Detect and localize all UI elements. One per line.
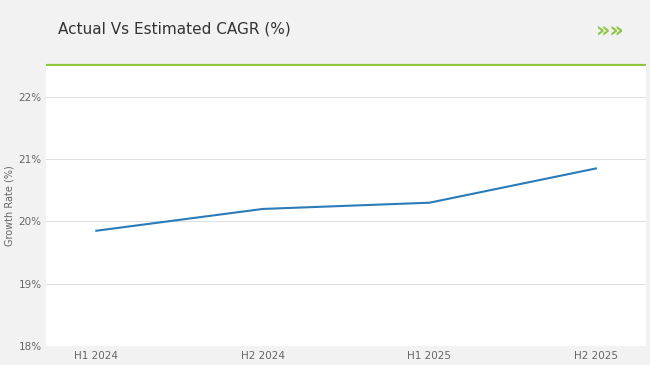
Y-axis label: Growth Rate (%): Growth Rate (%) (4, 165, 14, 246)
Text: Actual Vs Estimated CAGR (%): Actual Vs Estimated CAGR (%) (58, 22, 291, 36)
Text: »»: »» (596, 20, 625, 40)
